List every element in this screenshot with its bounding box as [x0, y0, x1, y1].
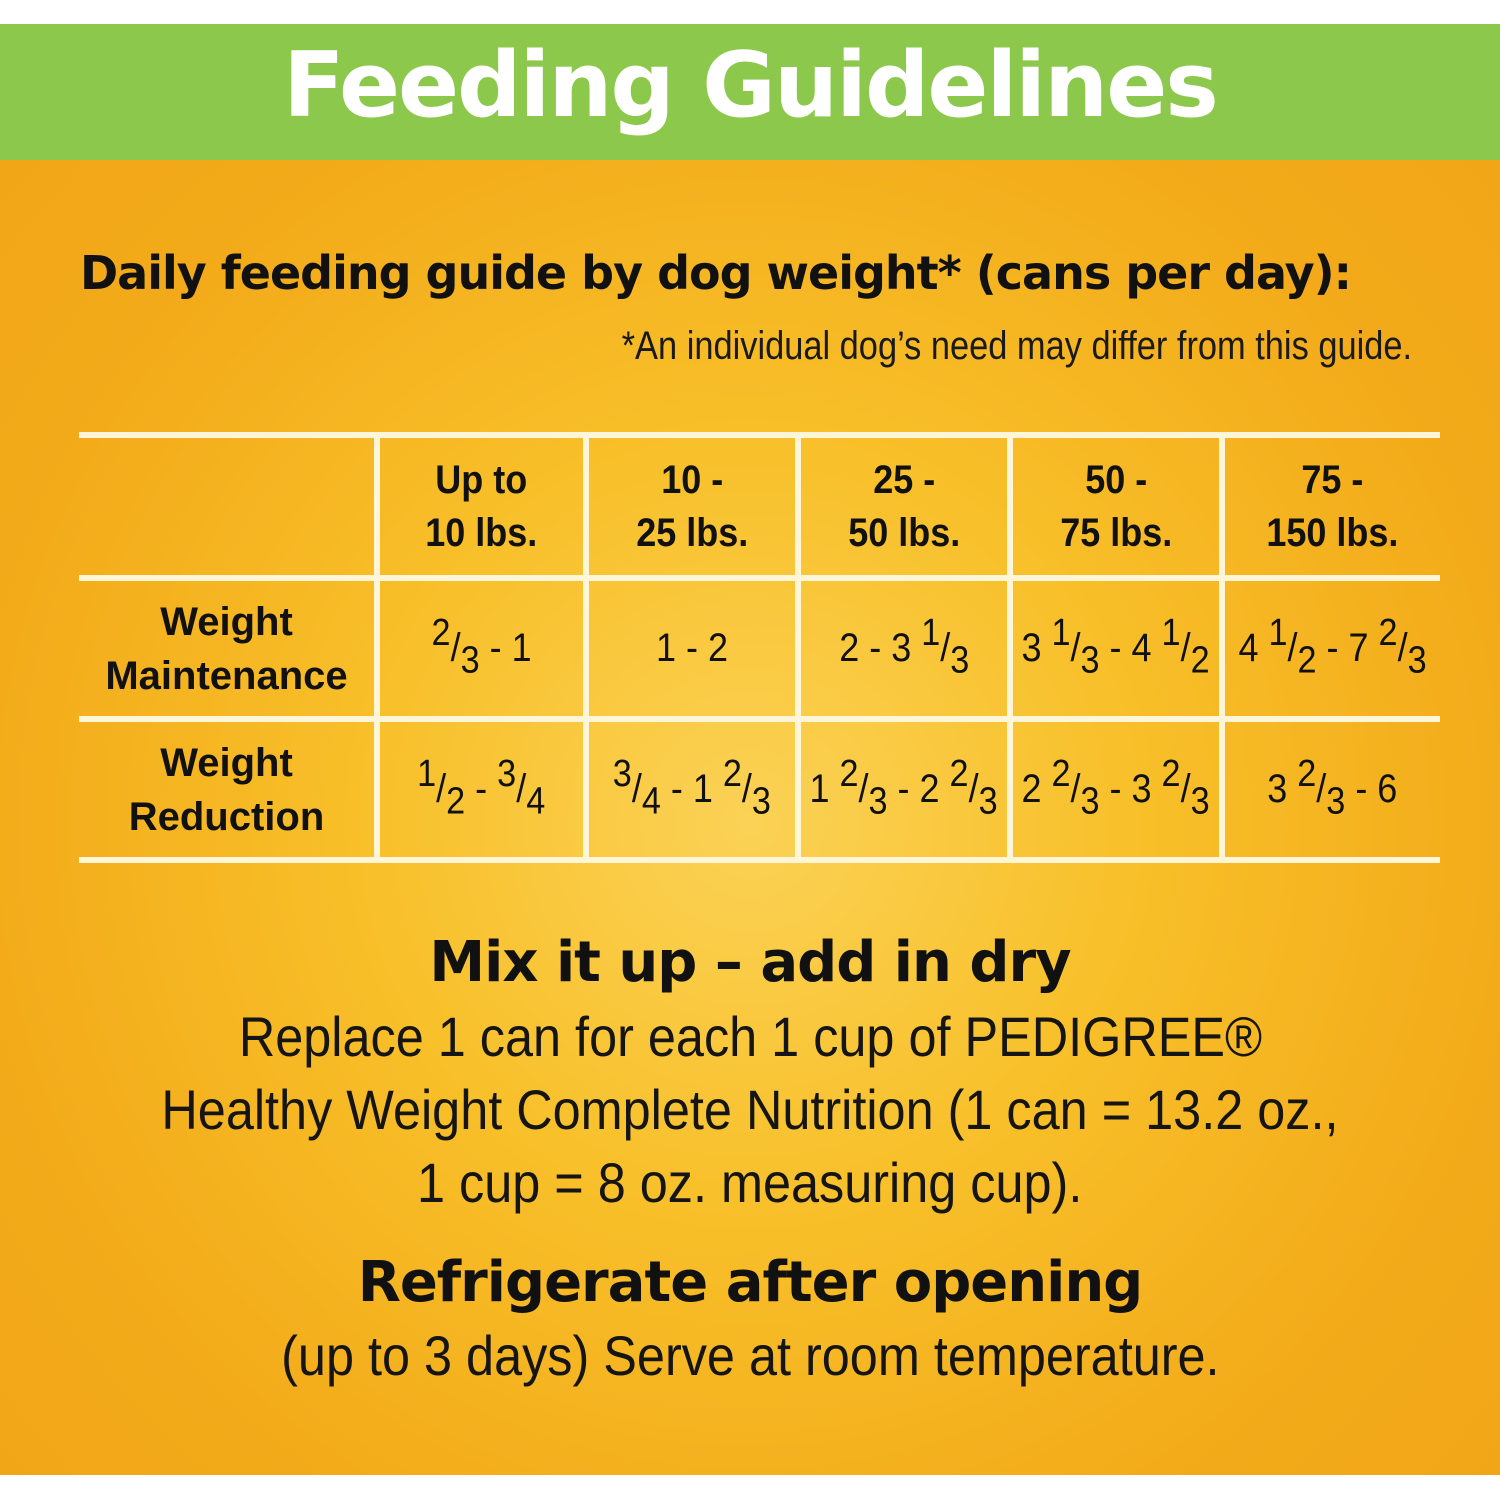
- value-cell: 2/3 - 1: [380, 581, 583, 716]
- value-cell: 2 2/3 - 3 2/3: [1013, 722, 1219, 857]
- value-cell: 3/4 - 1 2/3: [589, 722, 795, 857]
- table-divider: [1007, 432, 1013, 863]
- row-label-line: Reduction: [128, 794, 325, 839]
- value-text: 2 2/3 - 3 2/3: [1021, 753, 1211, 823]
- header-cell: 75 - 150 lbs.: [1225, 438, 1440, 575]
- guide-note: *An individual dog’s need may differ fro…: [621, 324, 1412, 368]
- header-line: 50 -: [1084, 457, 1148, 502]
- value-cell: 4 1/2 - 7 2/3: [1225, 581, 1440, 716]
- value-cell: 1 - 2: [589, 581, 795, 716]
- header-line: 150 lbs.: [1266, 510, 1399, 555]
- bottom-margin: [0, 1475, 1500, 1500]
- feeding-guidelines-panel: Feeding Guidelines Daily feeding guide b…: [0, 24, 1500, 1475]
- header-line: 25 -: [872, 457, 936, 502]
- header-line: 75 lbs.: [1059, 510, 1173, 555]
- mix-line: 1 cup = 8 oz. measuring cup).: [417, 1151, 1083, 1214]
- value-text: 1/2 - 3/4: [417, 753, 546, 823]
- table-divider: [795, 432, 801, 863]
- header-line: 25 lbs.: [635, 510, 749, 555]
- header-line: 10 lbs.: [425, 510, 538, 555]
- value-cell: 2 - 3 1/3: [801, 581, 1007, 716]
- mix-line: Healthy Weight Complete Nutrition (1 can…: [161, 1078, 1339, 1141]
- row-label-line: Maintenance: [105, 653, 348, 698]
- storage-line: (up to 3 days) Serve at room temperature…: [280, 1324, 1220, 1387]
- value-text: 3 1/3 - 4 1/2: [1021, 612, 1211, 682]
- mix-line: Replace 1 can for each 1 cup of PEDIGREE…: [238, 1005, 1262, 1068]
- row-label-reduction: Weight Reduction: [79, 722, 374, 857]
- banner-title: Feeding Guidelines: [283, 33, 1219, 138]
- header-cell: 10 - 25 lbs.: [589, 438, 795, 575]
- mix-text: Replace 1 can for each 1 cup of PEDIGREE…: [0, 1000, 1500, 1219]
- table-rule-top: [79, 432, 1440, 438]
- value-text: 1 - 2: [655, 626, 729, 670]
- row-label-line: Weight: [160, 740, 293, 785]
- header-line: Up to: [435, 457, 528, 502]
- header-cell: Up to 10 lbs.: [380, 438, 583, 575]
- value-cell: 3 1/3 - 4 1/2: [1013, 581, 1219, 716]
- storage-text: (up to 3 days) Serve at room temperature…: [0, 1319, 1500, 1392]
- table-rule: [79, 575, 1440, 581]
- header-line: 10 -: [660, 457, 724, 502]
- value-text: 2/3 - 1: [431, 612, 532, 682]
- value-text: 3/4 - 1 2/3: [612, 753, 772, 823]
- title-banner: Feeding Guidelines: [0, 24, 1500, 160]
- header-line: 50 lbs.: [847, 510, 961, 555]
- value-cell: 3 2/3 - 6: [1225, 722, 1440, 857]
- value-cell: 1 2/3 - 2 2/3: [801, 722, 1007, 857]
- value-cell: 1/2 - 3/4: [380, 722, 583, 857]
- table-divider: [1219, 432, 1225, 863]
- row-label-line: Weight: [160, 599, 293, 644]
- mix-title: Mix it up – add in dry: [429, 930, 1071, 995]
- row-label-maintenance: Weight Maintenance: [79, 581, 374, 716]
- table-rule: [79, 716, 1440, 722]
- table-divider: [583, 432, 589, 863]
- table-divider: [374, 432, 380, 863]
- header-cell: 50 - 75 lbs.: [1013, 438, 1219, 575]
- header-line: 75 -: [1301, 457, 1364, 502]
- value-text: 3 2/3 - 6: [1267, 753, 1398, 823]
- table-rule-bottom: [79, 857, 1440, 863]
- storage-title: Refrigerate after opening: [357, 1250, 1144, 1315]
- value-text: 1 2/3 - 2 2/3: [809, 753, 999, 823]
- header-cell: 25 - 50 lbs.: [801, 438, 1007, 575]
- value-text: 4 1/2 - 7 2/3: [1238, 612, 1427, 682]
- value-text: 2 - 3 1/3: [838, 612, 970, 682]
- guide-title: Daily feeding guide by dog weight* (cans…: [80, 246, 1352, 300]
